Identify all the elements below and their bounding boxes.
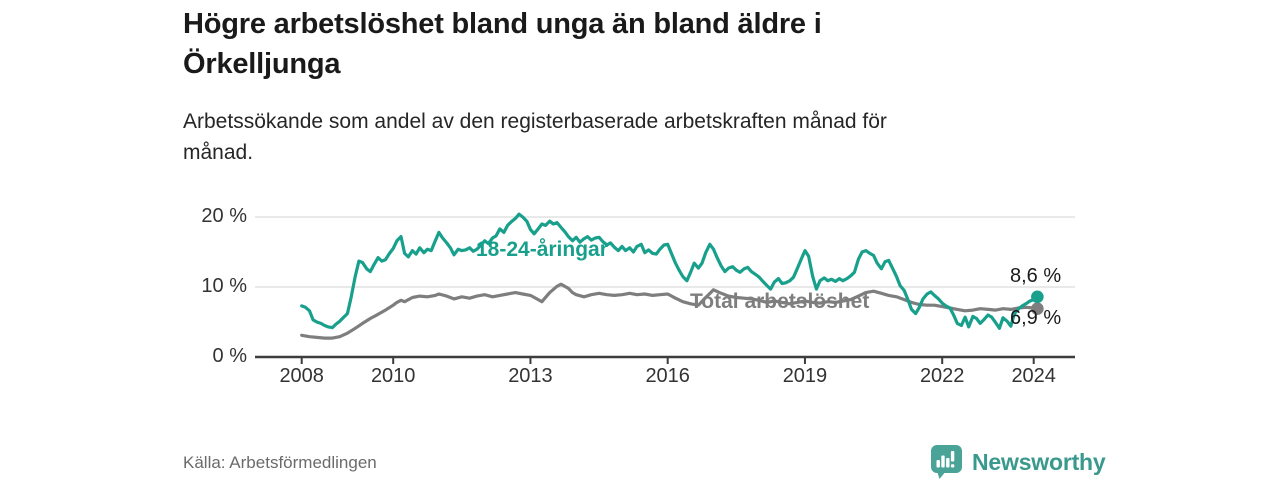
x-axis-tick-label: 2008 (279, 365, 324, 387)
series-end-dot (1031, 290, 1044, 304)
y-axis-tick-label: 0 % (212, 345, 247, 367)
chart-subtitle: Arbetssökande som andel av den registerb… (183, 106, 887, 168)
source-credit: Källa: Arbetsförmedlingen (183, 453, 377, 472)
chart-subtitle-line1: Arbetssökande som andel av den registerb… (183, 110, 887, 133)
x-axis-tick-label: 2016 (645, 365, 690, 387)
page-title-line1: Högre arbetslöshet bland unga än bland ä… (183, 8, 822, 40)
end-value-total: 6,9 % (1010, 307, 1062, 329)
series-label-young: 18-24-åringar (476, 238, 608, 261)
y-axis-tick-label: 20 % (201, 205, 247, 227)
page-title: Högre arbetslöshet bland unga än bland ä… (183, 4, 822, 84)
page-title-line2: Örkelljunga (183, 48, 341, 80)
x-axis-tick-label: 2019 (782, 365, 828, 387)
series-line (300, 282, 1040, 340)
series-end-dot (1031, 302, 1044, 316)
x-axis-tick-label: 2013 (508, 365, 553, 387)
newsworthy-logo-icon (931, 445, 962, 479)
series-label-total: Total arbetslöshet (690, 290, 870, 313)
x-axis-tick-label: 2010 (370, 365, 416, 387)
end-value-young: 8,6 % (1010, 265, 1062, 287)
series-line (300, 212, 1040, 330)
newsworthy-logo-text: Newsworthy (972, 448, 1106, 475)
y-axis-tick-label: 10 % (201, 275, 247, 297)
x-axis-tick-label: 2024 (1011, 365, 1056, 387)
newsworthy-logo: Newsworthy (930, 444, 1106, 480)
x-axis-tick-label: 2022 (919, 365, 965, 387)
chart-subtitle-line2: månad. (183, 141, 254, 164)
